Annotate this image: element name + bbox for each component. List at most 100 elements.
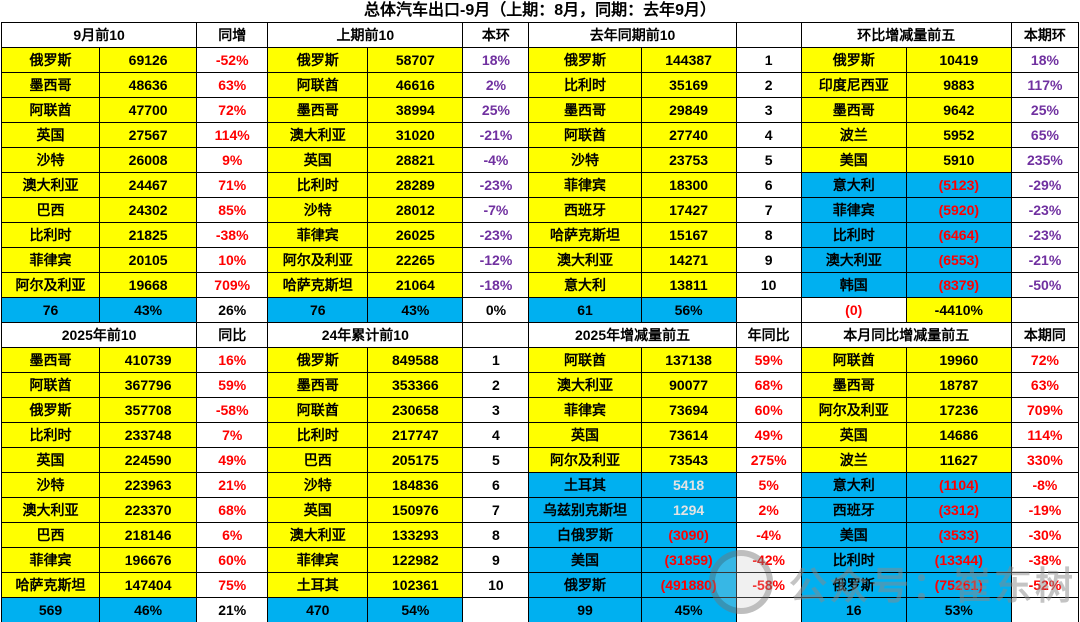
table-cell: 10 xyxy=(462,572,530,598)
table-cell: 9% xyxy=(196,147,269,173)
table-cell: 275% xyxy=(735,447,802,473)
table-row: 俄罗斯 357708 -58% 阿联酋 230658 3 菲律宾 73694 60% 阿尔及利亚 1… xyxy=(0,397,1080,423)
table-cell: 波兰 xyxy=(800,122,907,148)
table-cell: 205175 xyxy=(367,447,464,473)
table-cell: 19668 xyxy=(99,272,198,298)
column-header: 上期前10 xyxy=(267,22,464,48)
table-cell: 73614 xyxy=(640,422,737,448)
table-cell: 184836 xyxy=(367,472,464,498)
table-cell: 5 xyxy=(735,147,802,173)
table-cell: 英国 xyxy=(0,447,101,473)
table-cell: 沙特 xyxy=(267,472,369,498)
table-cell: 1 xyxy=(462,347,530,373)
table-cell: 菲律宾 xyxy=(267,222,369,248)
column-header xyxy=(735,22,802,48)
table-cell: 60% xyxy=(735,397,802,423)
table-cell: 墨西哥 xyxy=(0,72,101,98)
table-cell: 470 xyxy=(267,597,369,622)
table-cell: 709% xyxy=(196,272,269,298)
column-header xyxy=(462,322,530,348)
table-cell: 367796 xyxy=(99,372,198,398)
table-cell: 53% xyxy=(905,597,1012,622)
table-cell: 4 xyxy=(462,422,530,448)
table-cell: 72% xyxy=(196,97,269,123)
table-cell: 22265 xyxy=(367,247,464,273)
table-cell: (3533) xyxy=(905,522,1012,548)
table-cell: 49% xyxy=(735,422,802,448)
table-cell: 26% xyxy=(196,297,269,323)
table-cell: 18787 xyxy=(905,372,1012,398)
column-header: 本环 xyxy=(462,22,530,48)
table-cell: 阿联酋 xyxy=(800,347,907,373)
table-cell: 19960 xyxy=(905,347,1012,373)
table-cell: 69126 xyxy=(99,47,198,73)
table-cell: (13344) xyxy=(905,547,1012,573)
table-cell: 75% xyxy=(196,572,269,598)
table-cell: 阿尔及利亚 xyxy=(800,397,907,423)
table-cell: -4% xyxy=(462,147,530,173)
table-cell: 澳大利亚 xyxy=(0,172,101,198)
table-cell: 比利时 xyxy=(528,72,642,98)
table-cell: 235% xyxy=(1010,147,1080,173)
table-cell: 2 xyxy=(735,72,802,98)
table-cell: 18% xyxy=(1010,47,1080,73)
column-header: 9月前10 xyxy=(0,22,198,48)
table-cell: 澳大利亚 xyxy=(528,372,642,398)
table-cell: 6 xyxy=(462,472,530,498)
table-cell: 7% xyxy=(196,422,269,448)
table-cell xyxy=(1010,597,1080,622)
table-cell: 5% xyxy=(735,472,802,498)
table-cell: 26008 xyxy=(99,147,198,173)
table-cell: 9883 xyxy=(905,72,1012,98)
header-row: 9月前10 同增 上期前10 本环 去年同期前10 环比增减量前五 本期环 xyxy=(0,22,1080,48)
table-row: 澳大利亚 24467 71% 比利时 28289 -23% 菲律宾 18300 6 意大利 (512… xyxy=(0,172,1080,198)
table-cell: 233748 xyxy=(99,422,198,448)
column-header: 本期环 xyxy=(1010,22,1080,48)
table-cell: 71% xyxy=(196,172,269,198)
table-cell: 菲律宾 xyxy=(267,547,369,573)
table-cell: (3312) xyxy=(905,497,1012,523)
column-header: 环比增减量前五 xyxy=(800,22,1012,48)
table-cell: 印度尼西亚 xyxy=(800,72,907,98)
column-header: 同比 xyxy=(196,322,269,348)
table-cell: 29849 xyxy=(640,97,737,123)
table-cell: 85% xyxy=(196,197,269,223)
table-cell: 330% xyxy=(1010,447,1080,473)
table-cell: -58% xyxy=(735,572,802,598)
table-cell: 5910 xyxy=(905,147,1012,173)
table-cell: 353366 xyxy=(367,372,464,398)
table-cell: 1294 xyxy=(640,497,737,523)
table-cell: 38994 xyxy=(367,97,464,123)
table-cell: -8% xyxy=(1010,472,1080,498)
table-cell: 美国 xyxy=(800,522,907,548)
header-row: 2025年前10 同比 24年累计前10 2025年增减量前五 年同比 本月同比增减量前五… xyxy=(0,322,1080,348)
table-cell: 43% xyxy=(367,297,464,323)
table-cell: 俄罗斯 xyxy=(267,47,369,73)
column-header: 本月同比增减量前五 xyxy=(800,322,1012,348)
table-cell: 阿尔及利亚 xyxy=(267,247,369,273)
table-cell: 沙特 xyxy=(0,472,101,498)
table-cell: -58% xyxy=(196,397,269,423)
table-row: 英国 27567 114% 澳大利亚 31020 -21% 阿联酋 27740 4 波兰 5952 6… xyxy=(0,122,1080,148)
table-cell: 61 xyxy=(528,297,642,323)
table-cell: 阿联酋 xyxy=(0,372,101,398)
table-cell: 意大利 xyxy=(528,272,642,298)
table-cell: 46% xyxy=(99,597,198,622)
table-cell: 133293 xyxy=(367,522,464,548)
table-cell: 比利时 xyxy=(0,222,101,248)
table-cell: (8379) xyxy=(905,272,1012,298)
table-cell: 14686 xyxy=(905,422,1012,448)
table-row: 比利时 233748 7% 比利时 217747 4 英国 73614 49% 英国 14686 11… xyxy=(0,422,1080,448)
table-cell: -38% xyxy=(196,222,269,248)
table-cell: 哈萨克斯坦 xyxy=(267,272,369,298)
table-cell: 58707 xyxy=(367,47,464,73)
table-cell: 俄罗斯 xyxy=(0,397,101,423)
table-cell: 28012 xyxy=(367,197,464,223)
table-cell: 21064 xyxy=(367,272,464,298)
table-cell: 122982 xyxy=(367,547,464,573)
table-cell: -21% xyxy=(1010,247,1080,273)
table-cell: 澳大利亚 xyxy=(267,122,369,148)
table-cell: 8 xyxy=(735,222,802,248)
table-cell: 5418 xyxy=(640,472,737,498)
table-cell: 21% xyxy=(196,597,269,622)
